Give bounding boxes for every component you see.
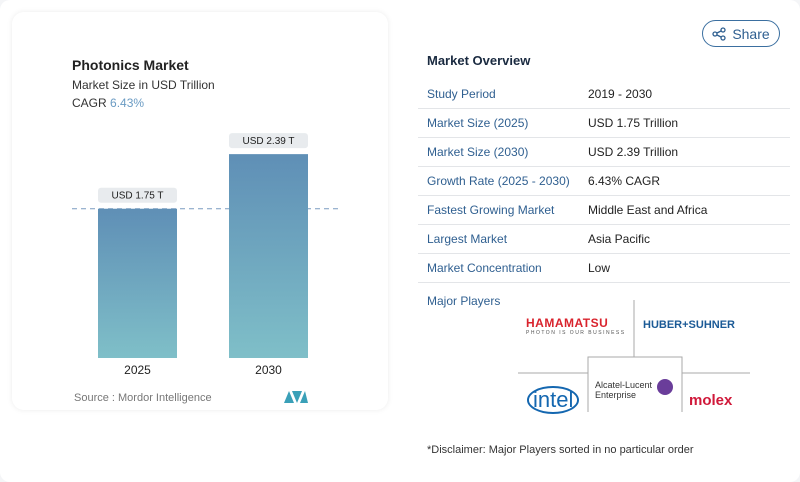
overview-title: Market Overview — [427, 53, 531, 68]
overview-row: Study Period 2019 - 2030 — [418, 80, 790, 109]
row-value: 2019 - 2030 — [588, 87, 653, 101]
overview-row: Market Concentration Low — [418, 254, 790, 283]
row-key: Market Concentration — [427, 261, 542, 275]
hamamatsu-tagline: PHOTON IS OUR BUSINESS — [526, 330, 626, 336]
overview-row: Fastest Growing Market Middle East and Af… — [418, 196, 790, 225]
bar-chart: USD 1.75 T 2025 USD 2.39 T 2030 — [72, 133, 338, 377]
row-key: Fastest Growing Market — [427, 203, 555, 217]
data-label-bg — [98, 187, 177, 203]
major-players-label: Major Players — [427, 294, 501, 308]
overview-row: Market Size (2030) USD 2.39 Trillion — [418, 138, 790, 167]
row-value: USD 1.75 Trillion — [588, 116, 679, 130]
row-value: 6.43% CAGR — [588, 174, 661, 188]
row-key: Market Size (2025) — [427, 116, 529, 130]
row-value: USD 2.39 Trillion — [588, 145, 679, 159]
logo-huber-suhner: HUBER+SUHNER — [643, 319, 735, 331]
alcatel-lucent-icon — [657, 379, 673, 395]
x-tick-label: 2030 — [255, 363, 282, 377]
row-key: Largest Market — [427, 232, 508, 246]
bar-2030 — [229, 154, 308, 358]
overview-row: Market Size (2025) USD 1.75 Trillion — [418, 109, 790, 138]
data-label: USD 2.39 T — [242, 136, 294, 147]
mordor-logo-icon — [284, 391, 308, 403]
row-value: Low — [588, 261, 611, 275]
share-icon — [712, 26, 726, 41]
cagr-value: 6.43% — [110, 96, 145, 110]
data-label-bg — [229, 133, 308, 149]
players-grid-lines — [518, 300, 750, 412]
overview-row: Largest Market Asia Pacific — [418, 225, 790, 254]
logo-intel: intel — [527, 386, 580, 414]
row-value: Asia Pacific — [588, 232, 651, 246]
row-key: Study Period — [427, 87, 496, 101]
logo-molex: molex — [689, 392, 733, 409]
share-label: Share — [732, 25, 770, 42]
logo-hamamatsu: HAMAMATSU — [526, 316, 609, 330]
chart-card — [12, 12, 388, 410]
data-label: USD 1.75 T — [111, 191, 163, 202]
overview-row: Growth Rate (2025 - 2030) 6.43% CAGR — [418, 167, 790, 196]
logo-alcatel-lucent: Alcatel-Lucent Enterprise — [595, 380, 653, 400]
row-value: Middle East and Africa — [588, 203, 708, 217]
row-key: Market Size (2030) — [427, 145, 529, 159]
chart-title: Photonics Market — [72, 57, 189, 73]
source: Source : Mordor Intelligence — [74, 392, 212, 404]
disclaimer: *Disclaimer: Major Players sorted in no … — [427, 444, 694, 456]
chart-subtitle: Market Size in USD Trillion — [72, 78, 215, 92]
share-button[interactable]: Share — [702, 20, 780, 47]
cagr-label: CAGR — [72, 96, 107, 110]
bar-2025 — [98, 208, 177, 358]
row-key: Growth Rate (2025 - 2030) — [427, 174, 570, 188]
cagr: CAGR 6.43% — [72, 96, 144, 110]
x-tick-label: 2025 — [124, 363, 151, 377]
